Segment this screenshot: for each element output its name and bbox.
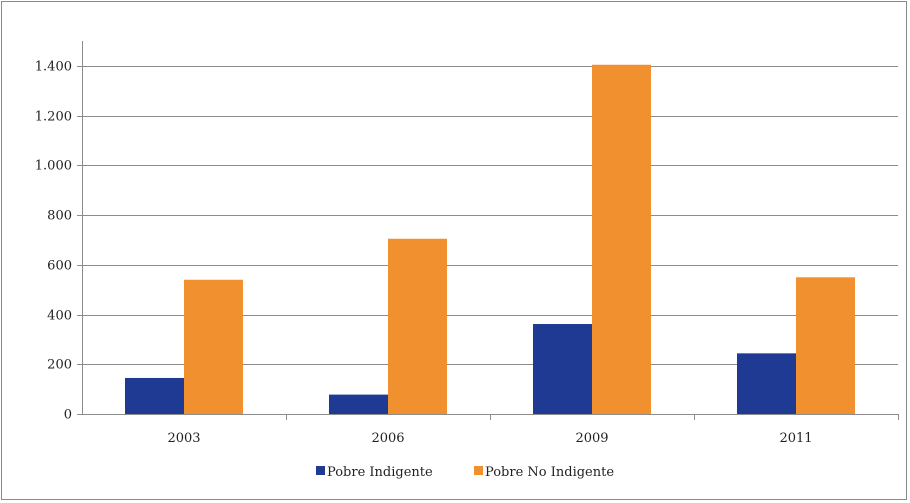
legend-label-pobre-no-indigente: Pobre No Indigente (485, 465, 614, 480)
x-tick-label: 2011 (779, 431, 812, 446)
bar-pobre-no-indigente-2006 (388, 238, 447, 414)
bar-pobre-indigente-2011 (737, 353, 796, 414)
y-tick-label: 0 (64, 408, 72, 423)
x-tick-label: 2009 (575, 431, 608, 446)
legend-label-pobre-indigente: Pobre Indigente (327, 465, 433, 480)
bar-pobre-no-indigente-2003 (184, 279, 243, 414)
x-tick-label: 2003 (167, 431, 200, 446)
bar-pobre-indigente-2009 (533, 324, 592, 414)
y-tick-label: 1.000 (35, 159, 72, 174)
y-tick-label: 200 (47, 358, 72, 373)
y-tick-label: 1.200 (35, 110, 72, 125)
x-tick-label: 2006 (371, 431, 404, 446)
bar-pobre-indigente-2003 (125, 377, 184, 414)
y-axis-ticks: 0 200 400 600 800 1.000 1.200 1.400 (35, 60, 82, 423)
y-tick-label: 1.400 (35, 60, 72, 75)
y-tick-label: 400 (47, 309, 72, 324)
y-tick-label: 800 (47, 209, 72, 224)
bar-pobre-no-indigente-2009 (592, 64, 651, 414)
bar-pobre-indigente-2006 (329, 394, 388, 414)
legend-swatch-pobre-no-indigente (474, 466, 483, 475)
legend-swatch-pobre-indigente (316, 466, 325, 475)
y-tick-label: 600 (47, 259, 72, 274)
legend: Pobre Indigente Pobre No Indigente (316, 465, 614, 480)
bar-pobre-no-indigente-2011 (796, 277, 855, 414)
x-axis-ticks: 2003 2006 2009 2011 (167, 414, 899, 446)
bars (125, 64, 855, 414)
